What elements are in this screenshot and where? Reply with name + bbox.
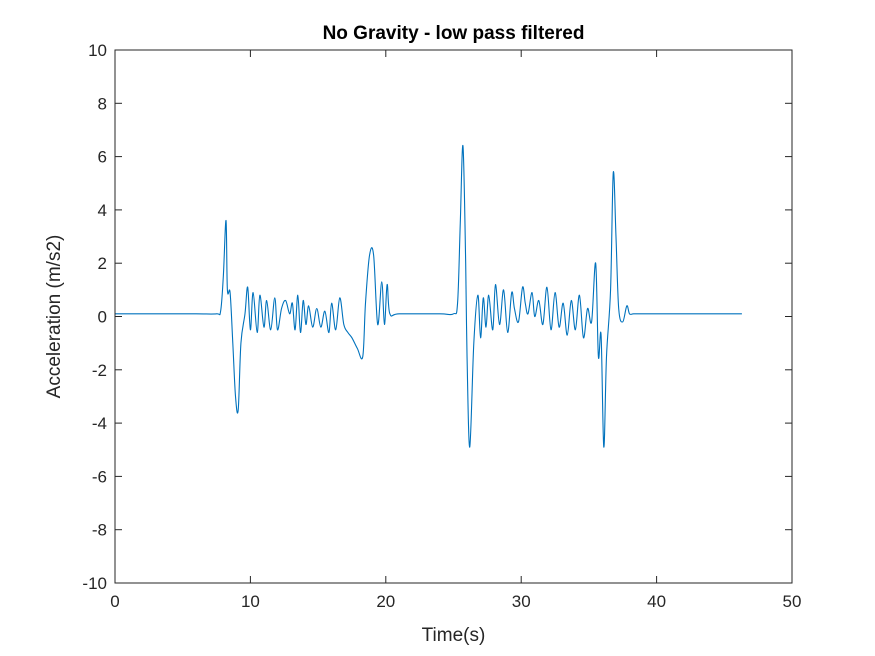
x-tick-label: 0: [110, 592, 119, 611]
y-tick-label: 8: [98, 94, 107, 113]
series-line: [114, 145, 742, 448]
plot-area: [115, 50, 792, 583]
y-tick-label: 0: [98, 308, 107, 327]
y-axis-label: Acceleration (m/s2): [44, 235, 65, 399]
y-tick-label: 4: [98, 201, 107, 220]
y-tick-label: -2: [92, 361, 107, 380]
y-tick-label: -8: [92, 521, 107, 540]
x-axis-label: Time(s): [422, 625, 486, 646]
series-layer: [114, 145, 742, 448]
y-tick-label: 2: [98, 254, 107, 273]
x-tick-label: 20: [376, 592, 395, 611]
y-tick-label: 6: [98, 148, 107, 167]
y-tick-label: -6: [92, 467, 107, 486]
y-tick-label: -10: [82, 574, 107, 593]
x-tick-label: 50: [783, 592, 802, 611]
x-tick-label: 30: [512, 592, 531, 611]
y-tick-label: 10: [88, 41, 107, 60]
chart-title: No Gravity - low pass filtered: [323, 23, 585, 44]
y-tick-label: -4: [92, 414, 107, 433]
x-tick-label: 10: [241, 592, 260, 611]
x-tick-label: 40: [647, 592, 666, 611]
ticks-layer: 0 10 20 30 40 50 -10 -8 -6 -4 -2 0 2 4 6 8 10: [82, 41, 801, 611]
